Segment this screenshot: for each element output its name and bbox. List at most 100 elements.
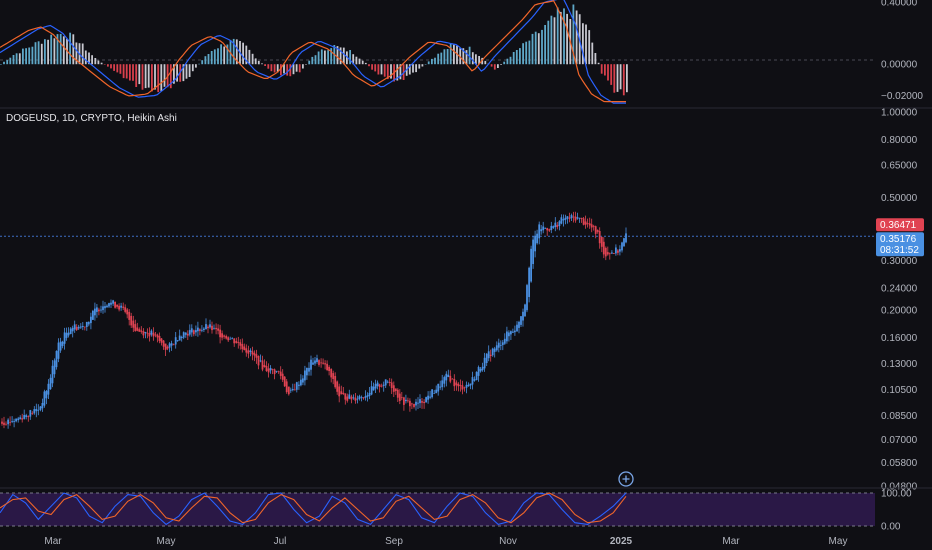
- month-tick-label: Jul: [274, 536, 287, 547]
- candle-body: [582, 218, 585, 225]
- histogram-bar: [619, 64, 622, 90]
- candle-body: [449, 375, 452, 382]
- add-marker-button[interactable]: [618, 471, 634, 487]
- candle-body: [302, 378, 304, 383]
- histogram-bar: [62, 36, 65, 65]
- candle-body: [400, 397, 403, 399]
- histogram-bar: [31, 46, 34, 65]
- histogram-bar: [242, 42, 244, 65]
- candle-body: [207, 326, 209, 329]
- candle-body: [261, 360, 264, 370]
- candle-body: [427, 395, 429, 400]
- candle-body: [514, 330, 516, 333]
- candle-body: [554, 222, 557, 227]
- candle-body: [138, 329, 141, 332]
- candle-body: [439, 386, 442, 388]
- histogram-bar: [311, 56, 314, 65]
- candle-body: [217, 328, 219, 331]
- time-axis[interactable]: Mar May Jul Sep Nov 2025 Mar May: [44, 536, 847, 547]
- price-tick-label: 0.13000: [881, 359, 918, 370]
- price-pane[interactable]: DOGEUSD, 1D, CRYPTO, Heikin Ashi 1.00000…: [0, 108, 924, 493]
- candle-body: [522, 311, 524, 321]
- candle-body: [516, 324, 518, 332]
- histogram-bar: [147, 64, 150, 88]
- histogram-bar: [235, 39, 238, 65]
- candle-body: [164, 343, 167, 350]
- candle-body: [29, 410, 32, 417]
- histogram-bar: [69, 32, 71, 65]
- candle-body: [580, 217, 583, 219]
- histogram-bar: [295, 64, 298, 72]
- histogram-bar: [264, 64, 266, 66]
- candle-body: [104, 306, 106, 309]
- histogram-bar: [261, 63, 263, 65]
- candle-body: [469, 383, 472, 386]
- rsi-y-axis: 100.00 0.00: [881, 489, 912, 533]
- candle-body: [455, 382, 458, 386]
- oscillator-tick-label: 0.00000: [881, 60, 918, 71]
- histogram-bar: [18, 53, 21, 65]
- candle-body: [73, 324, 76, 330]
- histogram-bar: [160, 64, 163, 91]
- histogram-bar: [528, 40, 531, 65]
- candle-body: [340, 391, 343, 395]
- candle-body: [106, 305, 108, 308]
- candle-body: [322, 362, 324, 364]
- histogram-bar: [292, 64, 295, 75]
- candle-body: [471, 377, 474, 385]
- candle-body: [41, 403, 44, 409]
- histogram-bar: [154, 64, 156, 90]
- candle-body: [623, 238, 625, 247]
- candle-body: [184, 332, 187, 335]
- candle-body: [304, 370, 306, 381]
- candle-body: [374, 383, 377, 389]
- histogram-bar: [396, 64, 399, 81]
- candle-body: [267, 368, 270, 373]
- oscillator-pane[interactable]: 0.40000 0.00000 −0.02000: [0, 0, 923, 104]
- histogram-bar: [465, 50, 468, 65]
- candle-body: [479, 368, 482, 372]
- histogram-bar: [591, 42, 594, 65]
- candle-body: [615, 247, 617, 254]
- histogram-bar: [254, 58, 257, 65]
- histogram-bar: [53, 38, 56, 65]
- candle-body: [602, 241, 605, 255]
- candle-body: [396, 389, 399, 398]
- candle-body: [606, 252, 609, 255]
- candle-body: [308, 367, 310, 372]
- candle-body: [548, 229, 551, 231]
- countdown-text: 08:31:52: [880, 245, 919, 256]
- candle-body: [243, 346, 246, 350]
- histogram-bar: [541, 29, 543, 65]
- candle-body: [483, 357, 486, 369]
- candle-body: [45, 391, 48, 399]
- candle-body: [372, 386, 375, 391]
- candle-body: [9, 421, 11, 423]
- histogram-bar: [176, 64, 178, 82]
- month-tick-label: May: [157, 536, 176, 547]
- histogram-bar: [213, 49, 216, 65]
- histogram-bar: [191, 64, 194, 72]
- candle-body: [43, 391, 46, 406]
- candle-body: [534, 235, 536, 252]
- candle-body: [508, 332, 510, 337]
- candle-body: [318, 360, 320, 365]
- histogram-bar: [223, 46, 226, 65]
- histogram-bar: [198, 63, 200, 65]
- candle-body: [98, 309, 100, 312]
- price-y-axis[interactable]: 1.000000.800000.650000.500000.400000.300…: [881, 108, 918, 493]
- histogram-bar: [257, 60, 260, 65]
- candle-body: [160, 338, 163, 343]
- histogram-bar: [157, 64, 160, 93]
- histogram-bar: [399, 64, 402, 80]
- rsi-pane[interactable]: 100.00 0.00: [0, 489, 912, 533]
- rsi-d-line: [0, 492, 627, 524]
- histogram-bar: [421, 64, 424, 67]
- candle-body: [257, 356, 260, 366]
- histogram-bar: [468, 46, 471, 65]
- cursor-price-tag-bg: [876, 232, 924, 257]
- histogram-bar: [364, 62, 367, 65]
- histogram-bar: [585, 24, 587, 65]
